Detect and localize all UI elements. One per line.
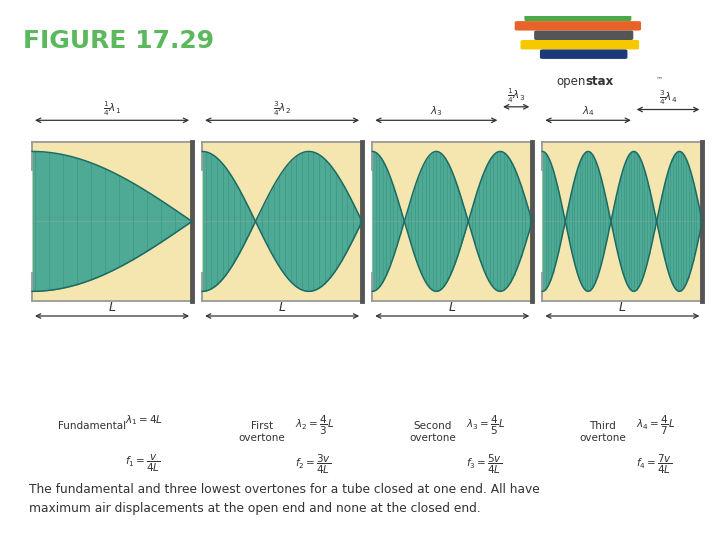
Text: $\lambda_2 = \dfrac{4}{3}L$: $\lambda_2 = \dfrac{4}{3}L$ [295,414,335,437]
Text: $\frac{1}{4}\lambda_3$: $\frac{1}{4}\lambda_3$ [507,86,526,105]
Text: $L$: $L$ [618,301,626,314]
Text: $\lambda_4 = \dfrac{4}{7}L$: $\lambda_4 = \dfrac{4}{7}L$ [636,414,675,437]
FancyBboxPatch shape [540,50,627,59]
Text: $f_4 = \dfrac{7v}{4L}$: $f_4 = \dfrac{7v}{4L}$ [636,453,672,476]
Text: $f_2 = \dfrac{3v}{4L}$: $f_2 = \dfrac{3v}{4L}$ [295,453,332,476]
Text: $\frac{3}{4}\lambda_2$: $\frac{3}{4}\lambda_2$ [273,100,291,118]
Text: $L$: $L$ [448,301,456,314]
Text: $L$: $L$ [108,301,116,314]
Text: FIGURE 17.29: FIGURE 17.29 [23,29,214,52]
FancyBboxPatch shape [515,21,641,31]
Text: $L$: $L$ [278,301,287,314]
Bar [542,142,702,301]
Text: $\lambda_3$: $\lambda_3$ [430,104,443,118]
Bar [202,142,362,301]
Text: First
overtone: First overtone [239,421,286,443]
Text: $f_3 = \dfrac{5v}{4L}$: $f_3 = \dfrac{5v}{4L}$ [466,453,502,476]
FancyBboxPatch shape [534,31,634,40]
Text: stax: stax [585,76,614,89]
Text: Second
overtone: Second overtone [409,421,456,443]
Bar [372,142,532,301]
Text: open: open [557,76,585,89]
Text: Third
overtone: Third overtone [579,421,626,443]
Text: ™: ™ [656,76,662,82]
Text: The fundamental and three lowest overtones for a tube closed at one end. All hav: The fundamental and three lowest overton… [29,483,539,515]
Text: $\frac{1}{4}\lambda_1$: $\frac{1}{4}\lambda_1$ [103,100,121,118]
FancyBboxPatch shape [521,40,639,50]
Bar [32,142,192,301]
Text: Fundamental: Fundamental [58,421,126,431]
Text: $\lambda_4$: $\lambda_4$ [582,104,595,118]
FancyBboxPatch shape [524,12,631,21]
Text: $\frac{3}{4}\lambda_4$: $\frac{3}{4}\lambda_4$ [659,89,677,107]
Text: $\lambda_3 = \dfrac{4}{5}L$: $\lambda_3 = \dfrac{4}{5}L$ [466,414,505,437]
Text: $\lambda_1 = 4L$: $\lambda_1 = 4L$ [125,414,163,428]
Text: $f_1 = \dfrac{v}{4L}$: $f_1 = \dfrac{v}{4L}$ [125,453,161,474]
